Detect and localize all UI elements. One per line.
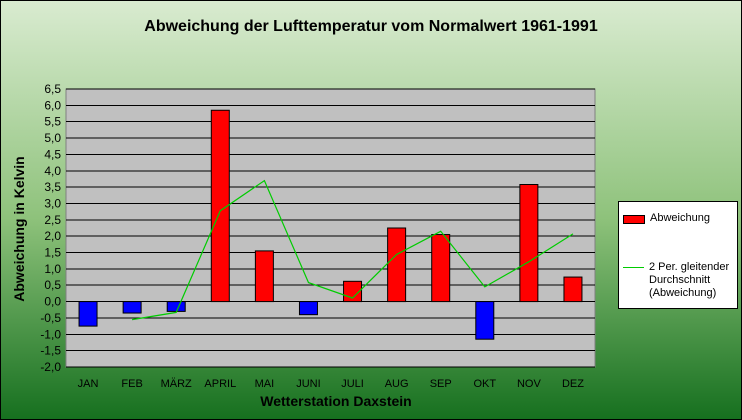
y-tick-label: -1,5 [40,344,61,358]
legend-item-line: 2 Per. gleitender Durchschnitt (Abweichu… [623,261,735,300]
y-tick-label: 4,0 [44,164,61,178]
bar [166,301,186,312]
y-tick-label: -0,5 [40,311,61,325]
x-tick-label: FEB [121,378,142,390]
x-tick-label: APRIL [204,378,236,390]
bar [563,276,583,303]
bar [122,301,142,314]
x-tick-label: JUNI [296,378,320,390]
x-tick-label: AUG [385,378,409,390]
x-tick-label: DEZ [562,378,584,390]
y-tick-label: 0,5 [44,278,61,292]
y-tick-label: 3,0 [44,196,61,210]
plot-area [65,88,596,368]
x-tick-label: NOV [517,378,542,390]
y-tick-label: 5,0 [44,131,61,145]
x-tick-label: JAN [78,378,99,390]
y-tick-label: 1,5 [44,246,61,260]
bar [519,184,539,303]
legend-label-line-2: Durchschnitt [649,274,711,286]
y-tick-label: 0,0 [44,295,61,309]
bar [210,109,230,303]
legend-item-bar: Abweichung [623,212,735,225]
y-tick-label: 6,0 [44,98,61,112]
y-axis-label: Abweichung in Kelvin [11,156,27,302]
bar [387,227,407,303]
legend-label-bar: Abweichung [650,212,710,224]
legend-swatch-bar [623,215,645,224]
legend: Abweichung 2 Per. gleitender Durchschnit… [618,201,738,309]
bar [78,301,98,327]
bar [431,234,451,303]
legend-label-line: 2 Per. gleitender Durchschnitt (Abweichu… [649,261,729,300]
x-axis-label: Wetterstation Daxstein [260,393,412,409]
x-tick-label: SEP [430,378,452,390]
legend-swatch-line [623,267,644,268]
bar [254,250,274,303]
x-tick-label: MAI [255,378,275,390]
y-tick-label: 3,5 [44,180,61,194]
moving-average-line [132,179,574,321]
x-tick-label: OKT [473,378,496,390]
y-tick-label: 1,0 [44,262,61,276]
y-tick-label: -2,0 [40,360,61,374]
chart-title: Abweichung der Lufttemperatur vom Normal… [144,18,598,35]
bar [298,301,318,316]
y-tick-label: 4,5 [44,147,61,161]
y-tick-label: -1,0 [40,327,61,341]
y-tick-label: 2,0 [44,229,61,243]
legend-label-line-3: (Abweichung) [649,287,717,299]
y-tick-label: 6,5 [44,82,61,96]
y-tick-label: 2,5 [44,213,61,227]
legend-label-line-1: 2 Per. gleitender [649,261,730,273]
y-tick-label: 5,5 [44,115,61,129]
x-tick-label: MÄRZ [161,378,192,390]
x-tick-label: JULI [341,378,364,390]
bar [475,301,495,340]
